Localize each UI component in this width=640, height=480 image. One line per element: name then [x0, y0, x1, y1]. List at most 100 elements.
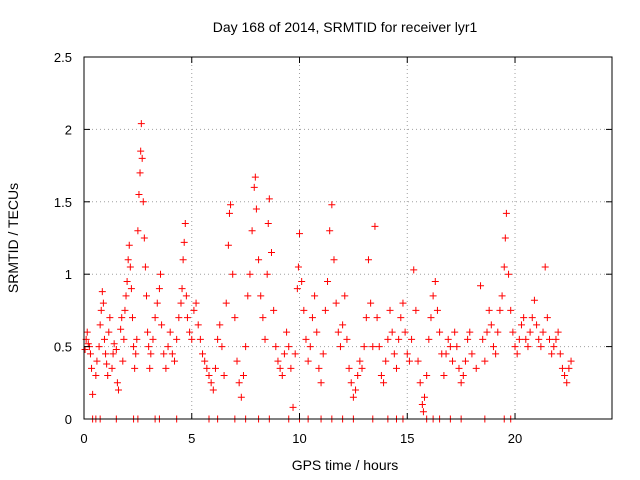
x-tick-label: 0: [80, 431, 87, 446]
data-point: [222, 299, 230, 307]
data-point: [166, 328, 174, 336]
data-point: [360, 343, 368, 351]
data-point: [489, 343, 497, 351]
data-point: [231, 314, 239, 322]
data-point: [390, 350, 398, 358]
data-point: [173, 335, 181, 343]
data-point: [229, 270, 237, 278]
data-point: [108, 364, 116, 372]
data-point: [416, 379, 424, 387]
data-point: [280, 350, 288, 358]
data-point: [118, 314, 126, 322]
data-point: [132, 350, 140, 358]
data-point: [203, 364, 211, 372]
data-point: [103, 360, 111, 368]
data-point: [459, 372, 467, 380]
data-point: [446, 343, 454, 351]
data-point: [81, 345, 89, 353]
data-point: [554, 328, 562, 336]
data-point: [345, 364, 353, 372]
data-point: [410, 266, 418, 274]
data-point: [501, 234, 509, 242]
plot-frame: [83, 56, 613, 420]
data-point: [412, 306, 420, 314]
data-point: [425, 335, 433, 343]
data-point: [134, 227, 142, 235]
data-point: [442, 350, 450, 358]
data-point: [287, 364, 295, 372]
data-point: [188, 335, 196, 343]
data-point: [343, 335, 351, 343]
data-point: [298, 277, 306, 285]
data-point: [530, 296, 538, 304]
data-point: [354, 372, 362, 380]
data-point: [507, 306, 515, 314]
data-point: [128, 314, 136, 322]
data-point: [330, 256, 338, 264]
data-point: [135, 191, 143, 199]
data-point: [522, 335, 530, 343]
data-point: [520, 314, 528, 322]
data-point: [180, 238, 188, 246]
data-point: [178, 285, 186, 293]
data-point: [373, 314, 381, 322]
data-point: [147, 350, 155, 358]
data-point: [274, 357, 282, 365]
data-point: [537, 343, 545, 351]
data-point: [291, 350, 299, 358]
data-point: [561, 372, 569, 380]
data-point: [137, 147, 145, 155]
data-point: [276, 364, 284, 372]
data-point: [533, 321, 541, 329]
data-point: [423, 372, 431, 380]
data-point: [294, 263, 302, 271]
data-point: [364, 256, 372, 264]
data-point: [311, 292, 319, 300]
chart-title: Day 168 of 2014, SRMTID for receiver lyr…: [213, 19, 478, 35]
data-point: [164, 343, 172, 351]
data-point: [104, 372, 112, 380]
data-point: [278, 372, 286, 380]
data-point: [190, 306, 198, 314]
data-point: [102, 350, 110, 358]
data-point: [113, 379, 121, 387]
data-point: [181, 220, 189, 228]
data-point: [162, 364, 170, 372]
data-point: [149, 335, 157, 343]
data-point: [225, 209, 233, 217]
y-tick-label: 1: [65, 267, 72, 282]
data-point: [496, 306, 504, 314]
data-point: [96, 321, 104, 329]
data-point: [265, 195, 273, 203]
data-point: [196, 335, 204, 343]
data-point: [433, 306, 441, 314]
data-point: [142, 292, 150, 300]
x-tick-label: 20: [508, 431, 522, 446]
data-point: [429, 292, 437, 300]
data-point: [92, 372, 100, 380]
data-point: [218, 343, 226, 351]
data-point: [239, 372, 247, 380]
data-point: [418, 401, 426, 409]
data-point: [444, 335, 452, 343]
y-tick-label: 0: [65, 412, 72, 427]
data-point: [328, 201, 336, 209]
data-point: [220, 372, 228, 380]
data-point: [145, 343, 153, 351]
y-tick-label: 0.5: [54, 340, 72, 355]
data-point: [457, 379, 465, 387]
data-point: [272, 343, 280, 351]
data-point: [192, 299, 200, 307]
data-point: [336, 343, 344, 351]
data-point: [556, 350, 564, 358]
data-point: [153, 299, 161, 307]
data-point: [319, 350, 327, 358]
x-axis-label: GPS time / hours: [292, 457, 399, 473]
data-point: [89, 390, 97, 398]
data-point: [251, 173, 259, 181]
data-point: [227, 201, 235, 209]
data-point: [487, 321, 495, 329]
data-point: [141, 263, 149, 271]
data-point: [369, 343, 377, 351]
data-point: [270, 306, 278, 314]
